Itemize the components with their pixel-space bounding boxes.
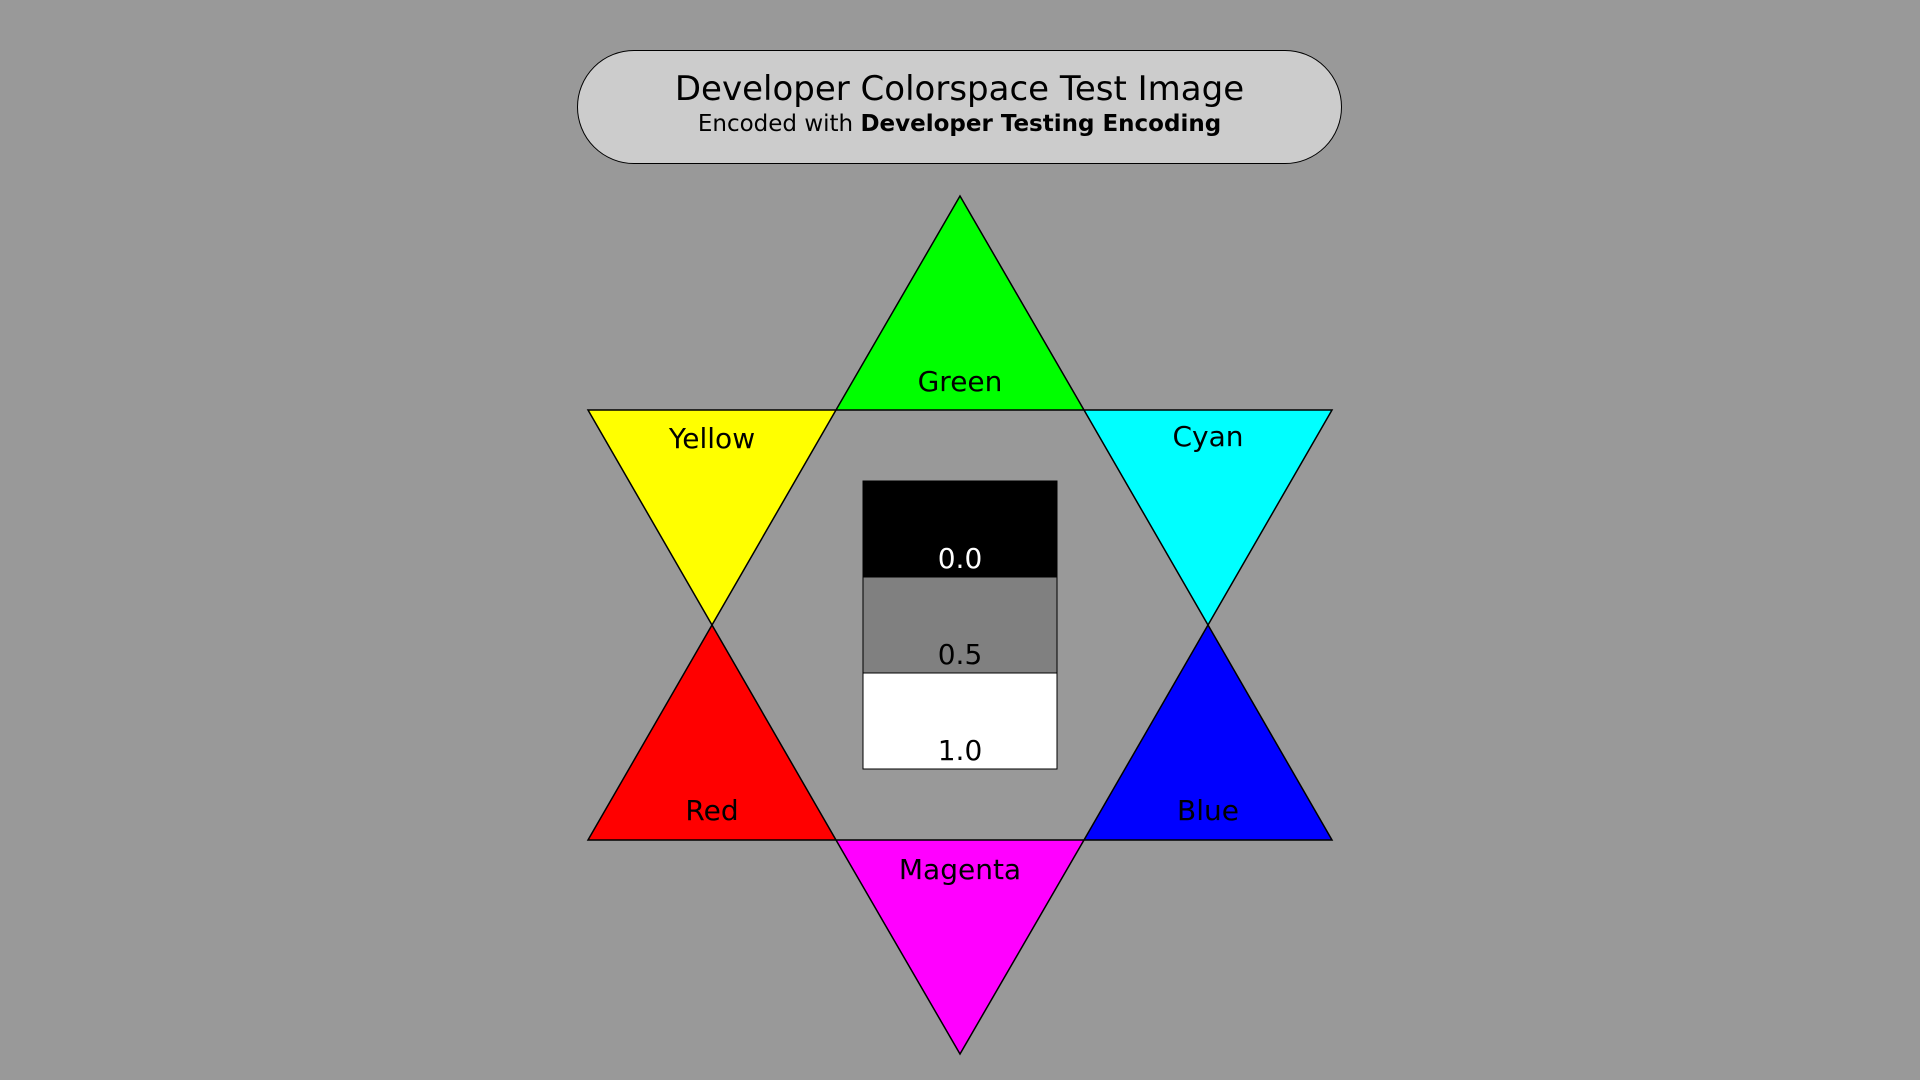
- gray-label-1: 0.5: [938, 638, 983, 671]
- title-banner: Developer Colorspace Test Image Encoded …: [577, 50, 1342, 164]
- gray-swatch-0: [862, 480, 1058, 578]
- page-title: Developer Colorspace Test Image: [674, 69, 1245, 109]
- label-cyan: Cyan: [1172, 420, 1243, 453]
- triangle-red: [586, 623, 838, 841]
- triangle-magenta: [834, 839, 1086, 1056]
- gray-label-2: 1.0: [938, 734, 983, 767]
- gray-label-0: 0.0: [938, 542, 983, 575]
- triangle-cyan: [1082, 409, 1334, 627]
- subtitle: Encoded with Developer Testing Encoding: [578, 109, 1341, 139]
- label-blue: Blue: [1177, 794, 1239, 827]
- label-green: Green: [918, 365, 1003, 398]
- triangle-yellow: [586, 409, 838, 627]
- gray-swatch-1: [862, 576, 1058, 674]
- encoding-name: Developer Testing Encoding: [860, 111, 1222, 137]
- triangle-blue: [1082, 623, 1334, 841]
- subtitle-prefix: Encoded with: [697, 111, 854, 137]
- label-red: Red: [685, 794, 738, 827]
- gray-swatch-2: [862, 672, 1058, 770]
- triangle-green: [834, 194, 1086, 411]
- label-magenta: Magenta: [899, 853, 1021, 886]
- label-yellow: Yellow: [668, 422, 755, 455]
